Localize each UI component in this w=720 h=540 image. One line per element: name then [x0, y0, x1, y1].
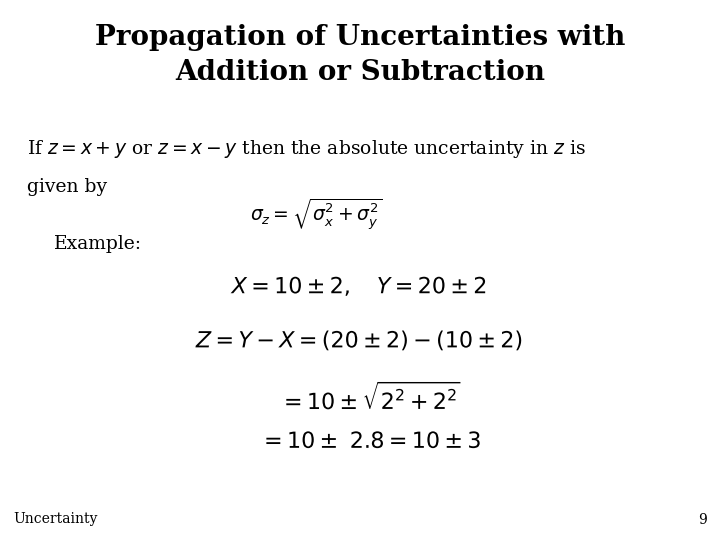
Text: Example:: Example: — [54, 235, 142, 253]
Text: $\sigma_z = \sqrt{\sigma_x^2 + \sigma_y^2}$: $\sigma_z = \sqrt{\sigma_x^2 + \sigma_y^… — [251, 197, 383, 232]
Text: given by: given by — [27, 178, 107, 196]
Text: $= 10 \pm \ 2.8 = 10 \pm 3$: $= 10 \pm \ 2.8 = 10 \pm 3$ — [260, 432, 482, 452]
Text: Propagation of Uncertainties with
Addition or Subtraction: Propagation of Uncertainties with Additi… — [95, 24, 625, 86]
Text: If $z = x + y$ or $z = x - y$ then the absolute uncertainty in $z$ is: If $z = x + y$ or $z = x - y$ then the a… — [27, 138, 586, 160]
Text: $X = 10 \pm 2, \quad Y = 20 \pm 2$: $X = 10 \pm 2, \quad Y = 20 \pm 2$ — [232, 275, 488, 298]
Text: Uncertainty: Uncertainty — [13, 512, 97, 526]
Text: $Z = Y - X = (20 \pm 2) - (10 \pm 2)$: $Z = Y - X = (20 \pm 2) - (10 \pm 2)$ — [196, 329, 524, 353]
Text: 9: 9 — [698, 512, 707, 526]
Text: $= 10 \pm \sqrt{2^2 + 2^2}$: $= 10 \pm \sqrt{2^2 + 2^2}$ — [279, 381, 462, 413]
